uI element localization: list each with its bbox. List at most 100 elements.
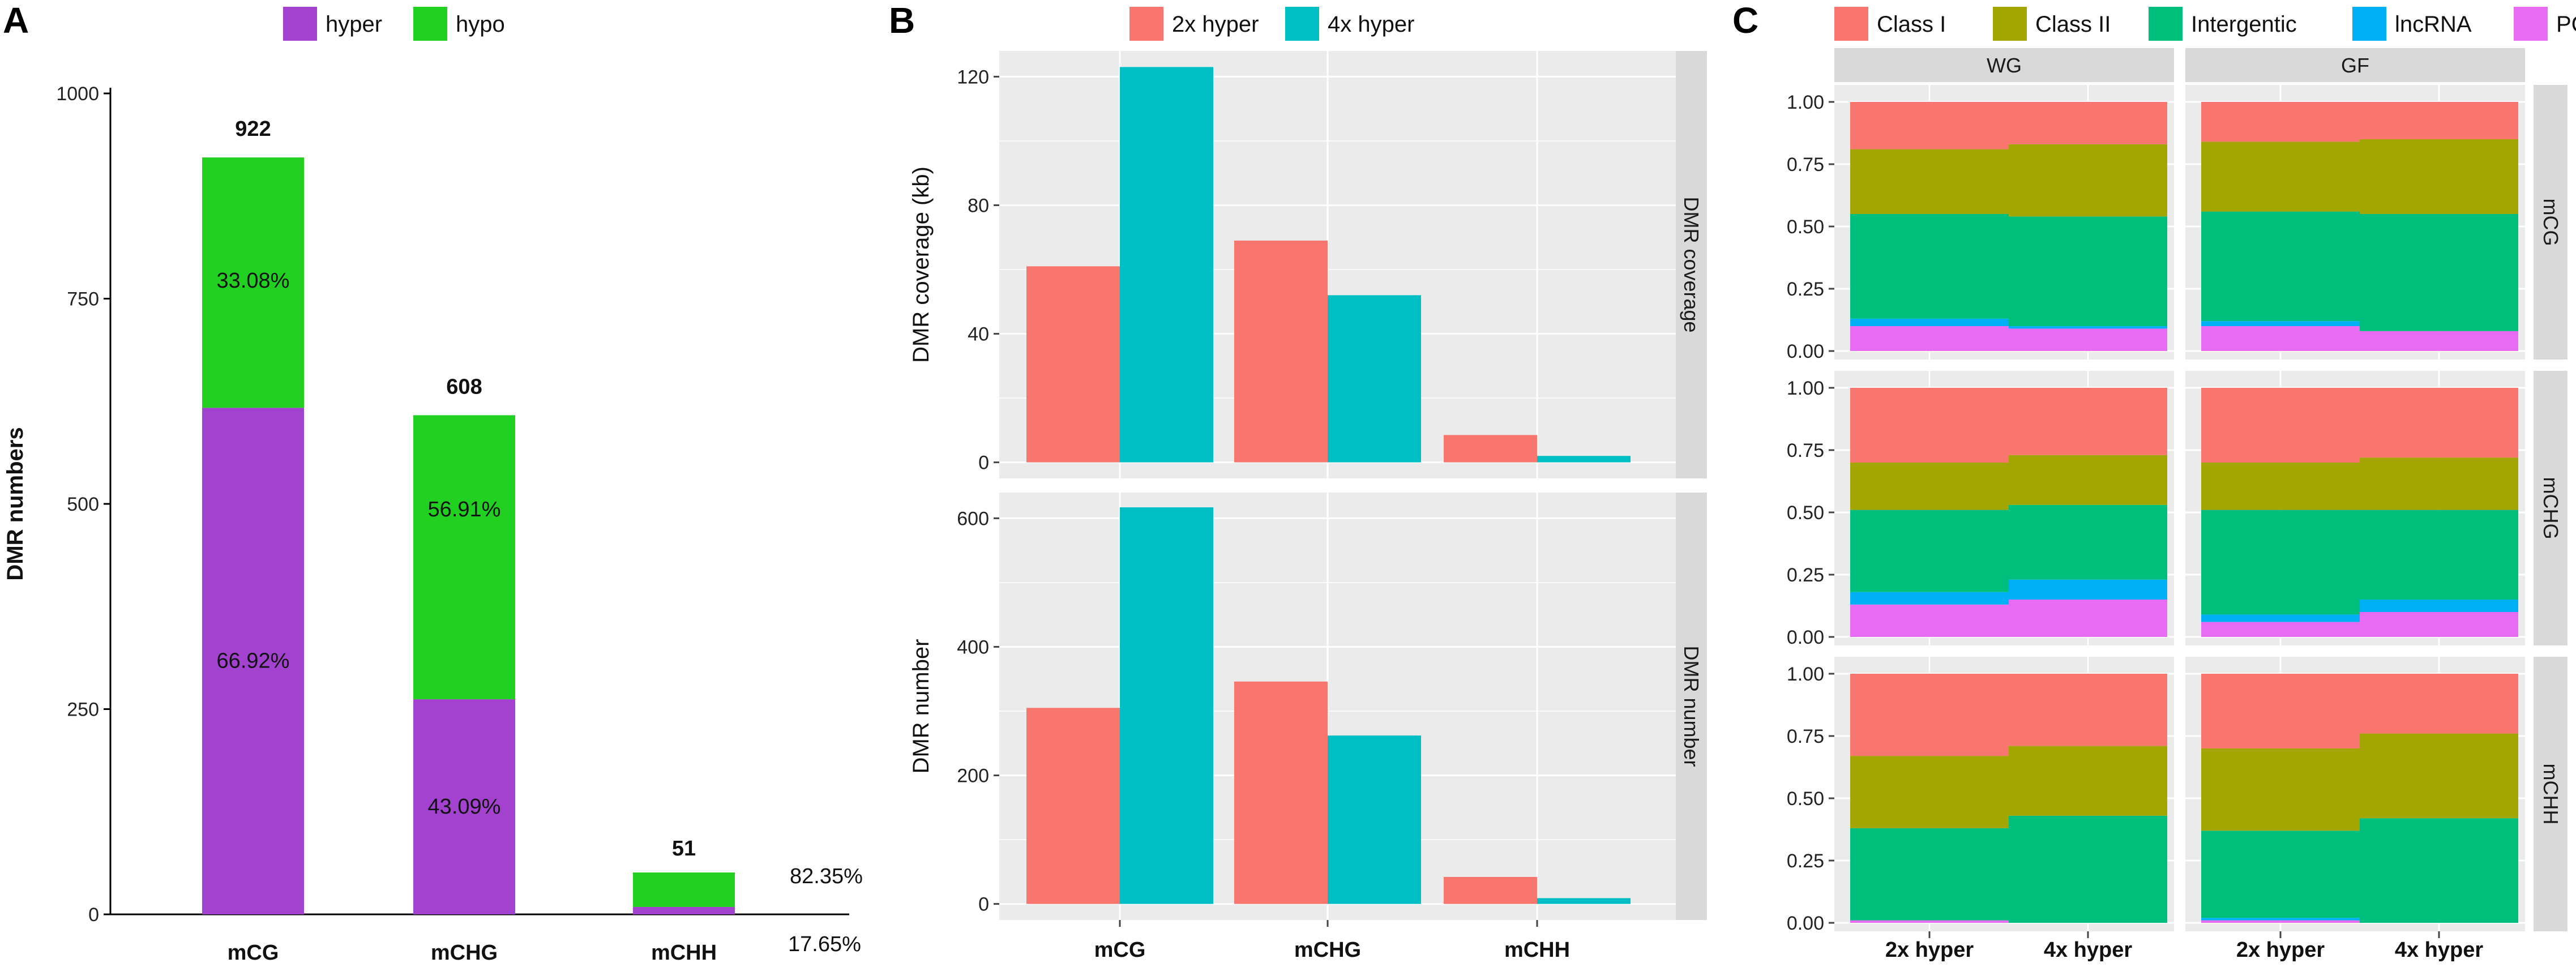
panel-c-bar-segment-pcg: [2360, 612, 2518, 637]
panel-b-ytick-label: 600: [957, 508, 989, 529]
panel-c-bar-segment-pcg: [2201, 920, 2360, 923]
panel-c-bar-segment-pcg: [1850, 920, 2009, 923]
panel-c-bar-segment-class-i: [2009, 674, 2167, 746]
panel-c-bar-segment-intergentic: [1850, 828, 2009, 921]
panel-a-chart: 0 250 500 750 1000 DMR numbers hyper hypo 922 mCG…: [3, 7, 863, 965]
panel-c-xtick-label: 4x hyper: [2044, 938, 2133, 962]
panel-c-legend-swatch-0: [1834, 7, 1868, 41]
panel-c-row-strip-label: mCG: [2539, 199, 2562, 246]
panel-c-bar-segment-class-ii: [2009, 746, 2167, 816]
panel-c-row-strip-label: mCHH: [2539, 764, 2562, 825]
panel-a-legend-swatch-hyper: [283, 7, 317, 41]
panel-c-bar-segment-lncrna: [2201, 918, 2360, 921]
panel-c-bar-segment-lncrna: [2360, 600, 2518, 612]
panel-a-ytick-label: 0: [88, 904, 99, 926]
panel-b-bar-2x: [1234, 240, 1328, 463]
panel-b-legend-label-1: 4x hyper: [1328, 12, 1414, 37]
panel-c-bar-segment-intergentic: [1850, 214, 2009, 319]
panel-a-xtick-label: mCHG: [431, 941, 498, 965]
panel-a-bar-hyper: [633, 906, 735, 914]
panel-c-ytick-label: 0.25: [1787, 279, 1824, 300]
panel-c-bar-segment-intergentic: [2201, 831, 2360, 918]
panel-c-row-strip: [2534, 371, 2568, 645]
panel-a-xtick-label: mCG: [228, 941, 279, 965]
panel-c-ytick-label: 0.25: [1787, 564, 1824, 586]
panel-letter-b: B: [889, 0, 915, 41]
panel-c-ytick-label: 1.00: [1787, 664, 1824, 685]
panel-b-strip-label: DMR number: [1680, 645, 1703, 767]
panel-b-bar-2x: [1444, 876, 1537, 904]
panel-b-ylabel: DMR number: [909, 639, 934, 774]
panel-a-ylabel: DMR numbers: [3, 427, 28, 580]
panel-c-bar-segment-intergentic: [2360, 510, 2518, 600]
panel-b-bar-4x: [1328, 735, 1421, 904]
panel-c-ytick-label: 0.00: [1787, 627, 1824, 648]
panel-c-bar-segment-pcg: [1850, 326, 2009, 351]
panel-c-bar-segment-class-ii: [1850, 149, 2009, 214]
panel-b-legend-swatch-1: [1285, 7, 1319, 41]
panel-c-ytick-label: 0.75: [1787, 726, 1824, 747]
panel-a-bar-hypo: [202, 157, 304, 408]
panel-c-col-strip: [1834, 48, 2174, 82]
panel-c-col-strip-label: GF: [2341, 54, 2369, 77]
panel-a-bar-hyper: [413, 699, 515, 914]
panel-b-bar-2x: [1026, 708, 1120, 904]
panel-c-bar-segment-class-i: [2360, 388, 2518, 458]
panel-a-legend-label-hyper: hyper: [326, 12, 382, 37]
panel-a-ytick-label: 1000: [56, 83, 99, 105]
panel-a-total-label: 922: [235, 117, 271, 141]
panel-b-legend-label-0: 2x hyper: [1172, 12, 1259, 37]
panel-c-bar-segment-intergentic: [2201, 211, 2360, 322]
panel-b-bar-4x: [1120, 67, 1213, 463]
panel-a-total-label: 608: [446, 375, 482, 399]
panel-b-ytick-label: 200: [957, 765, 989, 787]
panel-c-col-strip-label: WG: [1987, 54, 2022, 77]
panel-c-bar-segment-class-ii: [2201, 142, 2360, 212]
panel-a-hyper-pct: 66.92%: [217, 649, 290, 673]
panel-a-hyper-pct: 43.09%: [428, 795, 501, 819]
panel-c-legend-swatch-1: [1993, 7, 2027, 41]
panel-c-bar-segment-lncrna: [2009, 326, 2167, 329]
panel-c-bar-segment-class-i: [2201, 102, 2360, 142]
panel-c-bar-segment-pcg: [2009, 600, 2167, 637]
panel-c-bar-segment-class-i: [2201, 388, 2360, 463]
panel-a-legend-swatch-hypo: [413, 7, 447, 41]
panel-b-strip: [1676, 51, 1707, 478]
panel-c-xtick-label: 2x hyper: [1885, 938, 1974, 962]
panel-c-bar-segment-intergentic: [2009, 216, 2167, 326]
panel-b-ytick-label: 40: [968, 324, 989, 345]
panel-c-bar-segment-lncrna: [1850, 592, 2009, 605]
panel-a-hypo-pct: 33.08%: [217, 269, 290, 293]
panel-a-legend-label-hypo: hypo: [456, 12, 505, 37]
panel-c-bar-segment-pcg: [2201, 622, 2360, 637]
panel-c-bar-segment-class-i: [1850, 102, 2009, 149]
panel-b-ytick-label: 80: [968, 195, 989, 216]
panel-c-legend-label-2: Intergentic: [2191, 12, 2297, 37]
panel-letter-a: A: [3, 0, 29, 41]
panel-c-bar-segment-intergentic: [2360, 818, 2518, 923]
panel-c-bar-segment-class-ii: [2009, 144, 2167, 217]
panel-c-bar-segment-class-i: [2009, 102, 2167, 144]
panel-a-hyper-pct: 17.65%: [788, 932, 861, 956]
panel-c-bar-segment-class-i: [2360, 102, 2518, 139]
panel-a-hypo-pct: 82.35%: [790, 865, 863, 888]
panel-b-bar-2x: [1234, 681, 1328, 904]
panel-c-ytick-label: 0.75: [1787, 154, 1824, 176]
panel-a-xtick-label: mCHH: [651, 941, 717, 965]
panel-c-bar-segment-class-i: [2360, 674, 2518, 734]
panel-c-legend-label-0: Class I: [1877, 12, 1946, 37]
panel-c-bar-segment-class-ii: [2201, 463, 2360, 510]
panel-c-bar-segment-intergentic: [1850, 510, 2009, 592]
panel-c-bar-segment-class-ii: [1850, 463, 2009, 510]
panel-b-bar-2x: [1444, 435, 1537, 463]
panel-c-ytick-label: 0.50: [1787, 216, 1824, 238]
panel-b-chart: 2x hyper 4x hyper 0 40 80 120 DMR coverage DMR …: [909, 7, 1707, 962]
panel-b-ylabel: DMR coverage (kb): [909, 166, 934, 363]
panel-a-ytick-label: 500: [67, 494, 99, 515]
panel-c-ytick-label: 0.75: [1787, 440, 1824, 461]
panel-b-ytick-label: 0: [978, 894, 989, 915]
panel-b-strip-label: DMR coverage: [1680, 196, 1703, 332]
panel-c-bar-segment-class-i: [2201, 674, 2360, 748]
panel-b-strip: [1676, 493, 1707, 920]
